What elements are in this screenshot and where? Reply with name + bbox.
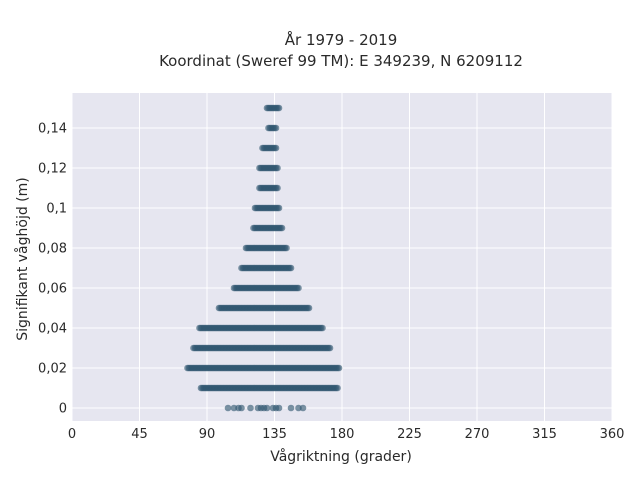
- data-point: [272, 124, 280, 132]
- y-tick-label: 0,08: [38, 242, 67, 257]
- y-tick-label: 0,12: [38, 162, 67, 177]
- y-tick-label: 0,14: [38, 122, 67, 137]
- y-tick-label: 0,1: [46, 202, 67, 217]
- x-tick-label: 225: [397, 427, 422, 442]
- data-point: [275, 104, 283, 112]
- data-point: [272, 144, 280, 152]
- data-point: [326, 344, 334, 352]
- data-point: [263, 404, 271, 412]
- data-point: [334, 384, 341, 392]
- data-point: [275, 404, 283, 412]
- data-point: [287, 404, 295, 412]
- data-point: [299, 404, 307, 412]
- data-point: [275, 204, 283, 212]
- data-point: [283, 244, 290, 252]
- data-point: [295, 284, 302, 292]
- y-axis-label: Signifikant våghöjd (m): [14, 177, 31, 340]
- data-point: [287, 264, 295, 272]
- y-tick-label: 0,06: [38, 282, 67, 297]
- data-point: [274, 184, 281, 192]
- x-tick-label: 0: [68, 427, 76, 442]
- y-tick-labels: 0 0,02 0,04 0,06 0,08 0,1 0,12 0,14: [38, 122, 67, 417]
- x-tick-label: 180: [330, 427, 355, 442]
- data-point: [319, 324, 326, 332]
- data-point: [247, 404, 254, 412]
- data-point: [224, 404, 232, 412]
- data-point: [238, 404, 245, 412]
- x-tick-labels: 0 45 90 135 180 225 270 315 360: [68, 427, 625, 442]
- y-tick-label: 0: [59, 402, 67, 417]
- data-points: [184, 104, 343, 412]
- data-point: [278, 224, 286, 232]
- x-tick-label: 45: [131, 427, 148, 442]
- data-point: [305, 304, 313, 312]
- x-tick-label: 90: [199, 427, 216, 442]
- x-tick-label: 135: [262, 427, 287, 442]
- x-tick-label: 315: [532, 427, 557, 442]
- x-axis-label: Vågriktning (grader): [270, 448, 412, 465]
- data-point: [274, 164, 281, 172]
- x-tick-label: 270: [465, 427, 490, 442]
- x-tick-label: 360: [600, 427, 625, 442]
- chart-title-line-2: Koordinat (Sweref 99 TM): E 349239, N 62…: [159, 52, 523, 70]
- y-tick-label: 0,04: [38, 322, 67, 337]
- data-point: [335, 364, 343, 372]
- y-tick-label: 0,02: [38, 362, 67, 377]
- chart-title-line-1: År 1979 - 2019: [285, 30, 398, 49]
